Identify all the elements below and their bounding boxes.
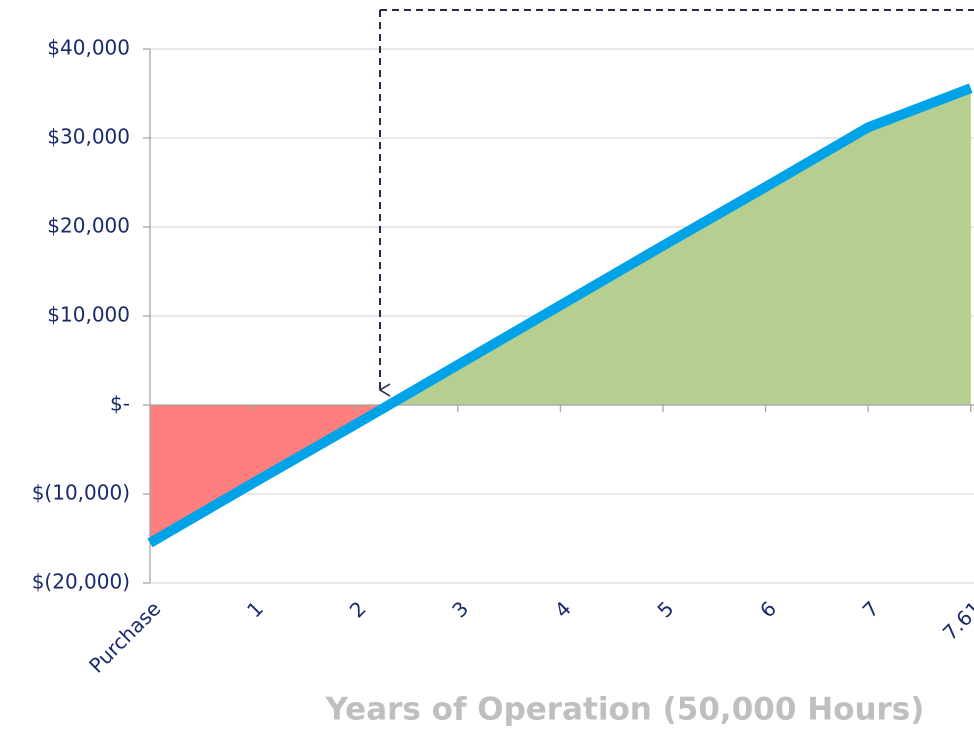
positive-area <box>150 88 971 405</box>
axes <box>143 48 974 584</box>
x-tick-label: 2 <box>345 596 371 622</box>
y-tick-label: $40,000 <box>47 36 130 60</box>
x-tick-label: 4 <box>550 596 576 622</box>
annotation-arrow <box>380 9 974 390</box>
x-tick-label: 7.61 <box>938 596 974 644</box>
x-tick-label: 6 <box>755 596 781 622</box>
x-tick-label: Purchase <box>84 596 165 677</box>
y-tick-label: $(20,000) <box>32 570 130 594</box>
x-tick-label: 1 <box>242 596 268 622</box>
y-tick-label: $(10,000) <box>32 481 130 505</box>
areas <box>150 88 971 543</box>
x-tick-label: 5 <box>652 596 678 622</box>
series-line <box>147 83 973 548</box>
lines <box>147 83 973 548</box>
y-tick-label: $- <box>110 392 130 416</box>
negative-area <box>150 405 971 543</box>
x-tick-label: 7 <box>858 596 884 622</box>
x-tick-label: 3 <box>447 596 473 622</box>
y-tick-label: $30,000 <box>47 125 130 149</box>
y-tick-label: $10,000 <box>47 303 130 327</box>
x-axis-label: Years of Operation (50,000 Hours) <box>325 692 925 728</box>
y-tick-label: $20,000 <box>47 214 130 238</box>
